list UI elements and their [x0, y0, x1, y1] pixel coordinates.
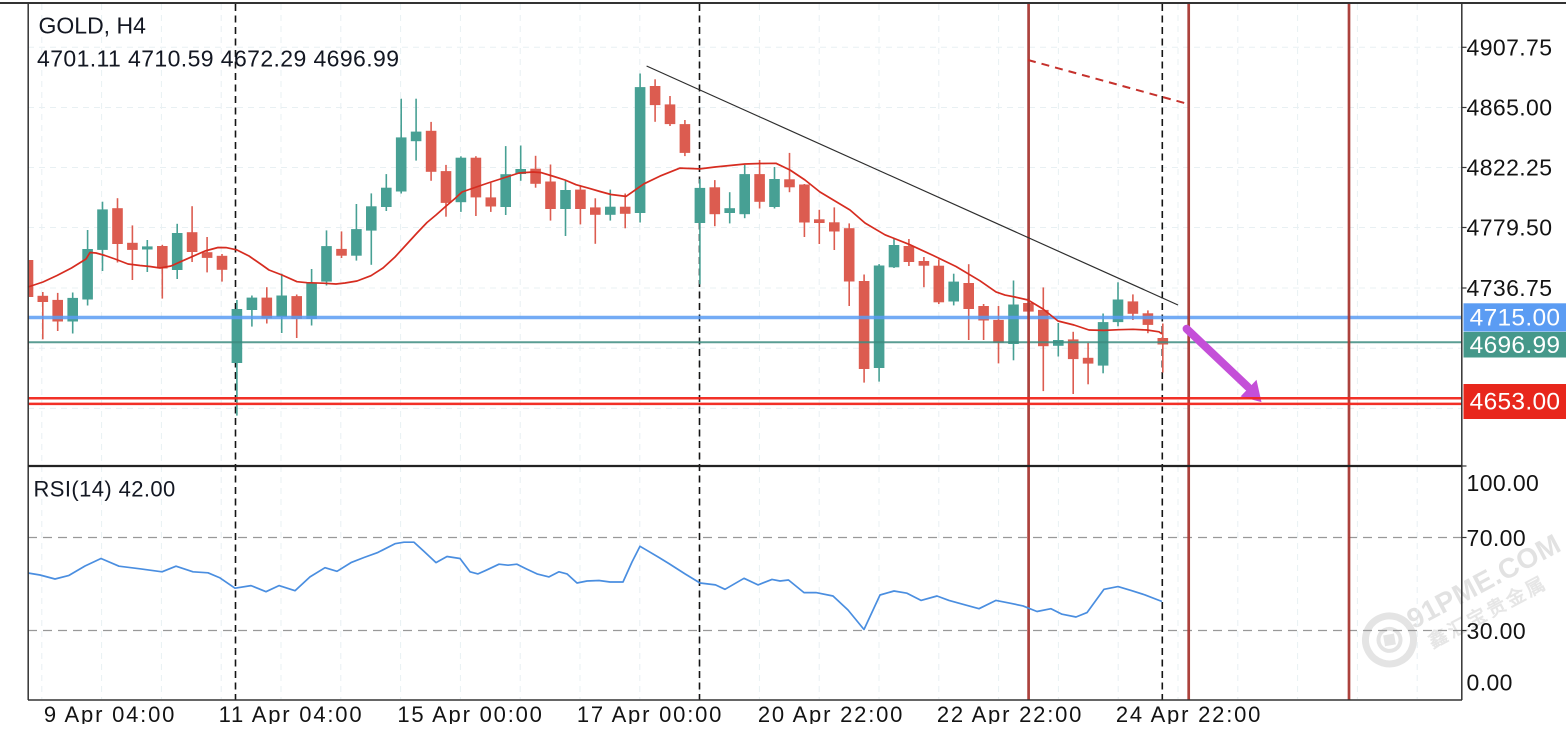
svg-text:11 Apr 04:00: 11 Apr 04:00	[219, 702, 364, 724]
svg-text:30.00: 30.00	[1467, 618, 1527, 644]
svg-text:24 Apr 22:00: 24 Apr 22:00	[1116, 702, 1262, 724]
svg-text:4736.75: 4736.75	[1467, 275, 1553, 301]
svg-text:4715.00: 4715.00	[1470, 305, 1561, 332]
svg-text:4865.00: 4865.00	[1467, 95, 1553, 121]
svg-text:17 Apr 00:00: 17 Apr 00:00	[577, 702, 723, 724]
svg-text:4701.11 4710.59 4672.29 4696.9: 4701.11 4710.59 4672.29 4696.99	[37, 46, 399, 72]
svg-text:4653.00: 4653.00	[1470, 389, 1561, 416]
svg-text:0.00: 0.00	[1467, 670, 1513, 696]
svg-text:4822.25: 4822.25	[1467, 155, 1553, 181]
svg-text:4696.99: 4696.99	[1470, 332, 1561, 359]
svg-text:70.00: 70.00	[1467, 525, 1527, 551]
svg-text:100.00: 100.00	[1467, 470, 1540, 496]
svg-text:4779.50: 4779.50	[1467, 215, 1553, 241]
svg-text:GOLD, H4: GOLD, H4	[39, 13, 147, 39]
svg-text:15 Apr 00:00: 15 Apr 00:00	[397, 702, 543, 724]
svg-text:9 Apr 04:00: 9 Apr 04:00	[44, 702, 176, 724]
svg-text:20 Apr 22:00: 20 Apr 22:00	[758, 702, 904, 724]
svg-text:RSI(14) 42.00: RSI(14) 42.00	[34, 476, 176, 501]
svg-text:22 Apr 22:00: 22 Apr 22:00	[937, 702, 1083, 724]
svg-text:4907.75: 4907.75	[1467, 35, 1553, 61]
